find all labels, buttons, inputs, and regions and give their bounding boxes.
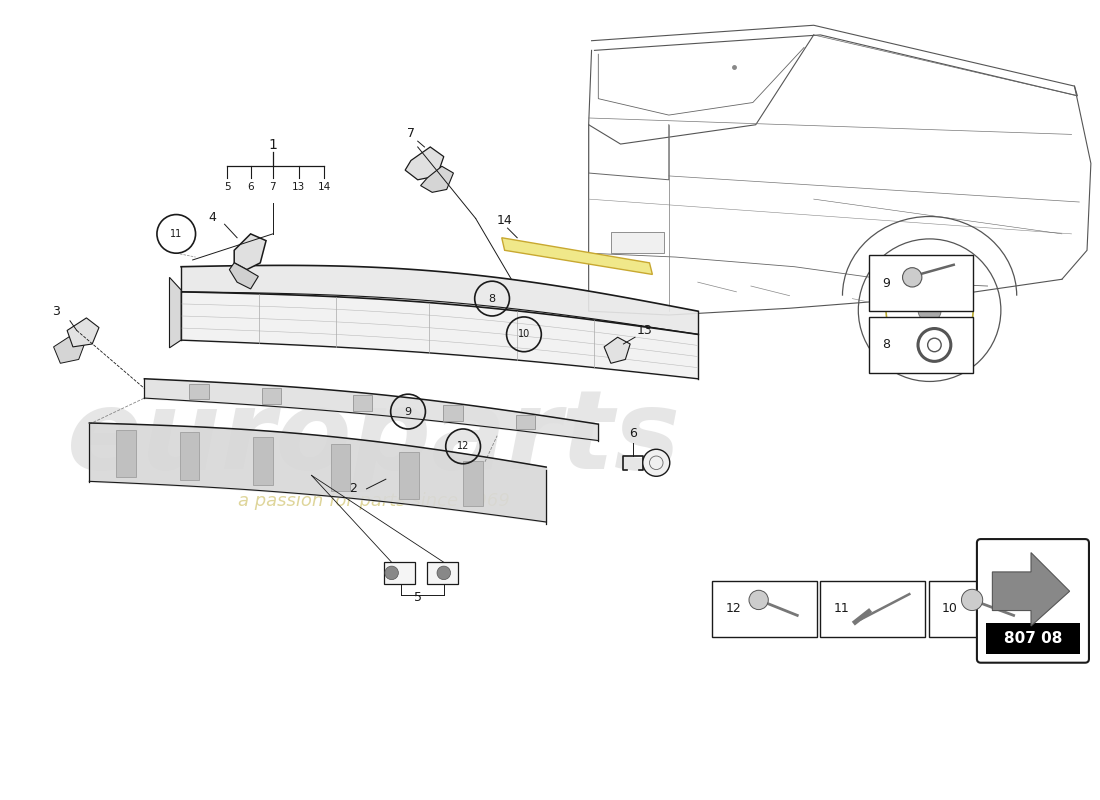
FancyBboxPatch shape bbox=[610, 232, 664, 253]
Text: 9: 9 bbox=[882, 277, 890, 290]
FancyBboxPatch shape bbox=[928, 581, 1033, 637]
Text: 2: 2 bbox=[349, 482, 356, 494]
FancyBboxPatch shape bbox=[463, 461, 483, 506]
Text: 11: 11 bbox=[170, 229, 183, 239]
Circle shape bbox=[902, 268, 922, 287]
Text: 807 08: 807 08 bbox=[1003, 631, 1063, 646]
FancyBboxPatch shape bbox=[353, 395, 372, 411]
FancyBboxPatch shape bbox=[331, 443, 350, 491]
Polygon shape bbox=[604, 338, 630, 363]
Text: 7: 7 bbox=[407, 127, 415, 140]
FancyBboxPatch shape bbox=[428, 562, 459, 583]
Polygon shape bbox=[230, 263, 258, 289]
Text: 9: 9 bbox=[405, 406, 411, 417]
Text: 10: 10 bbox=[942, 602, 958, 615]
Polygon shape bbox=[67, 318, 99, 347]
Text: 10: 10 bbox=[518, 330, 530, 339]
Text: 8: 8 bbox=[882, 338, 890, 351]
Polygon shape bbox=[169, 278, 182, 348]
FancyBboxPatch shape bbox=[399, 452, 419, 498]
Circle shape bbox=[437, 566, 451, 580]
FancyBboxPatch shape bbox=[262, 388, 282, 404]
FancyBboxPatch shape bbox=[821, 581, 925, 637]
Polygon shape bbox=[405, 147, 443, 180]
FancyBboxPatch shape bbox=[253, 437, 273, 485]
Text: 11: 11 bbox=[834, 602, 849, 615]
FancyBboxPatch shape bbox=[189, 384, 209, 399]
Circle shape bbox=[918, 298, 942, 322]
Text: 12: 12 bbox=[726, 602, 741, 615]
Text: 13: 13 bbox=[293, 182, 306, 193]
FancyBboxPatch shape bbox=[977, 539, 1089, 662]
FancyBboxPatch shape bbox=[384, 562, 415, 583]
Polygon shape bbox=[234, 234, 266, 270]
Circle shape bbox=[749, 590, 768, 610]
FancyBboxPatch shape bbox=[869, 255, 974, 311]
FancyBboxPatch shape bbox=[869, 317, 974, 373]
Circle shape bbox=[385, 566, 398, 580]
Text: 7: 7 bbox=[270, 182, 276, 193]
Text: europarts: europarts bbox=[67, 385, 681, 492]
Text: 14: 14 bbox=[497, 214, 513, 227]
FancyBboxPatch shape bbox=[180, 433, 199, 480]
Text: 13: 13 bbox=[637, 324, 652, 338]
Polygon shape bbox=[992, 553, 1069, 626]
Text: 5: 5 bbox=[414, 591, 421, 604]
Circle shape bbox=[961, 590, 982, 610]
Text: 3: 3 bbox=[52, 305, 59, 318]
Text: 1: 1 bbox=[268, 138, 277, 152]
FancyBboxPatch shape bbox=[117, 430, 135, 477]
Text: 6: 6 bbox=[248, 182, 254, 193]
FancyBboxPatch shape bbox=[443, 406, 463, 421]
FancyBboxPatch shape bbox=[516, 415, 536, 430]
Text: 5: 5 bbox=[224, 182, 231, 193]
Text: 14: 14 bbox=[318, 182, 331, 193]
Text: 8: 8 bbox=[488, 294, 496, 303]
Polygon shape bbox=[502, 238, 652, 274]
Polygon shape bbox=[54, 334, 85, 363]
Text: a passion for parts since 1969: a passion for parts since 1969 bbox=[239, 493, 510, 510]
Circle shape bbox=[642, 450, 670, 476]
Text: 4: 4 bbox=[208, 211, 216, 224]
FancyBboxPatch shape bbox=[986, 623, 1080, 654]
Polygon shape bbox=[420, 166, 453, 192]
Text: 12: 12 bbox=[456, 442, 470, 451]
Text: 6: 6 bbox=[629, 426, 637, 440]
FancyBboxPatch shape bbox=[713, 581, 816, 637]
